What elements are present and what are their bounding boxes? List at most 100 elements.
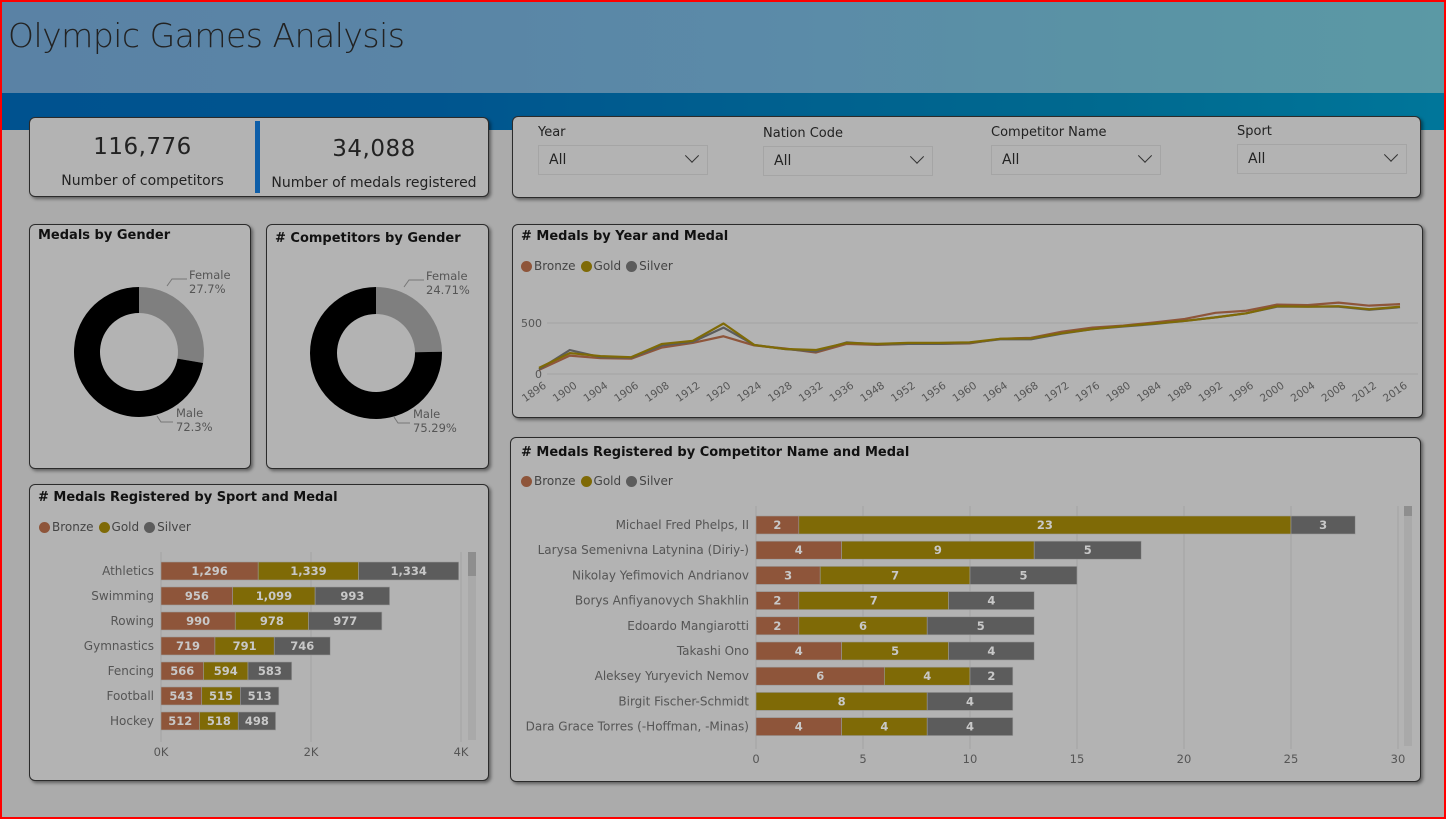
nation-code-dropdown[interactable]: All [763, 146, 933, 176]
x-tick-label: 1956 [920, 379, 949, 404]
legend-item-gold[interactable]: Gold [580, 259, 621, 273]
medals-by-year-card: # Medals by Year and Medal Bronze Gold S… [512, 224, 1423, 418]
data-label: 23 [1037, 518, 1053, 532]
x-tick-label: 2012 [1350, 380, 1379, 405]
data-label: 990 [186, 614, 210, 628]
filters-card: Year All Nation Code All Competitor Name… [512, 116, 1421, 198]
x-tick-label: 0 [752, 752, 759, 766]
bar-segment-silver [1290, 515, 1356, 535]
data-label: 1,296 [191, 564, 227, 578]
data-label: 5 [1019, 568, 1027, 582]
x-tick-label: 1932 [797, 380, 826, 405]
data-label: 8 [838, 694, 846, 708]
bronze-dot-icon [521, 260, 532, 272]
data-label: 719 [176, 639, 200, 653]
slicer-label: Competitor Name [991, 125, 1107, 140]
x-tick-label: 25 [1284, 752, 1299, 766]
data-label: 498 [245, 714, 269, 728]
legend-item-silver[interactable]: Silver [626, 474, 673, 488]
dropdown-value: All [774, 153, 792, 169]
chart-legend: Bronze Gold Silver [39, 520, 191, 534]
data-label: 543 [169, 689, 193, 703]
chart-legend: Bronze Gold Silver [521, 259, 673, 273]
kpi-divider [255, 121, 260, 193]
category-label: Dara Grace Torres (-Hoffman, -Minas) [526, 720, 749, 734]
chart-title: # Competitors by Gender [275, 231, 461, 246]
silver-dot-icon [626, 260, 638, 272]
bronze-dot-icon [521, 475, 532, 487]
data-label: 2 [773, 594, 781, 608]
slicer-competitor-name: Competitor Name All [991, 125, 1161, 175]
legend-item-bronze[interactable]: Bronze [521, 474, 576, 488]
scrollbar-thumb[interactable] [468, 552, 476, 576]
leader-line [156, 415, 173, 423]
scrollbar-thumb[interactable] [1404, 506, 1412, 516]
sport-dropdown[interactable]: All [1237, 144, 1407, 174]
data-label: 4 [880, 720, 888, 734]
legend-item-silver[interactable]: Silver [144, 520, 191, 534]
header-banner [2, 2, 1444, 93]
category-label: Athletics [102, 564, 154, 578]
legend-label: Bronze [52, 520, 94, 534]
kpi-medals: 34,088 Number of medals registered [260, 118, 488, 196]
donut-slice-male [73, 287, 204, 417]
x-tick-label: 1906 [612, 379, 641, 404]
bar-segment-silver [969, 666, 1014, 686]
data-label: 1,099 [256, 589, 292, 603]
x-tick-label: 1988 [1166, 380, 1195, 405]
chart-legend: Bronze Gold Silver [521, 474, 673, 488]
donut-slice-male [310, 287, 442, 419]
category-label: Birgit Fischer-Schmidt [618, 694, 749, 708]
y-tick-label: 500 [521, 317, 542, 330]
kpi-label: Number of competitors [61, 173, 224, 189]
x-tick-label: 1960 [950, 380, 979, 405]
year-dropdown[interactable]: All [538, 145, 708, 175]
kpi-value: 116,776 [93, 134, 192, 160]
x-tick-label: 1964 [981, 379, 1010, 404]
x-tick-label: 1948 [858, 380, 887, 405]
slice-value: 72.3% [176, 420, 213, 434]
x-tick-label: 1952 [889, 380, 918, 405]
scrollbar-track[interactable] [1404, 506, 1412, 746]
y-tick-label: 0 [535, 368, 542, 381]
bar-segment-silver [948, 641, 1035, 661]
legend-item-bronze[interactable]: Bronze [521, 259, 576, 273]
x-tick-label: 1968 [1012, 380, 1041, 405]
gold-dot-icon [580, 475, 592, 487]
bar-segment-silver [926, 717, 1014, 736]
competitor-name-dropdown[interactable]: All [991, 145, 1161, 175]
donut-slice-female [139, 287, 204, 363]
data-label: 978 [260, 614, 284, 628]
data-label: 956 [185, 589, 209, 603]
x-tick-label: 2016 [1381, 379, 1410, 404]
data-label: 4 [987, 594, 995, 608]
competitors-by-gender-card: # Competitors by Gender Female 24.71% Male… [266, 224, 489, 469]
legend-item-silver[interactable]: Silver [626, 259, 673, 273]
data-label: 1,334 [390, 564, 426, 578]
x-tick-label: 1980 [1104, 380, 1133, 405]
legend-label: Silver [639, 259, 673, 273]
data-label: 518 [207, 714, 231, 728]
series-line-gold [538, 305, 1401, 369]
legend-item-gold[interactable]: Gold [580, 474, 621, 488]
data-label: 4 [795, 644, 803, 658]
category-label: Gymnastics [84, 639, 154, 653]
data-label: 9 [934, 543, 942, 557]
category-label: Takashi Ono [676, 644, 749, 658]
series-line-bronze [538, 301, 1401, 371]
legend-item-bronze[interactable]: Bronze [39, 520, 94, 534]
chevron-down-icon [1383, 147, 1399, 162]
category-label: Aleksey Yuryevich Nemov [595, 669, 749, 683]
scrollbar-track[interactable] [468, 552, 476, 740]
medals-by-year-line-chart: 0 500 1896 1900 1904 1906 1908 1912 1920 1924 1928… [520, 301, 1418, 405]
data-label: 583 [258, 664, 282, 678]
bar-segment-silver [926, 692, 1014, 711]
bar-segment-silver [948, 591, 1035, 610]
legend-label: Bronze [534, 474, 576, 488]
dropdown-value: All [1002, 152, 1020, 168]
bar-segment-silver [926, 616, 1035, 636]
data-label: 977 [333, 614, 357, 628]
data-label: 2 [773, 619, 781, 633]
chart-title: # Medals Registered by Sport and Medal [38, 490, 338, 505]
legend-item-gold[interactable]: Gold [98, 520, 139, 534]
